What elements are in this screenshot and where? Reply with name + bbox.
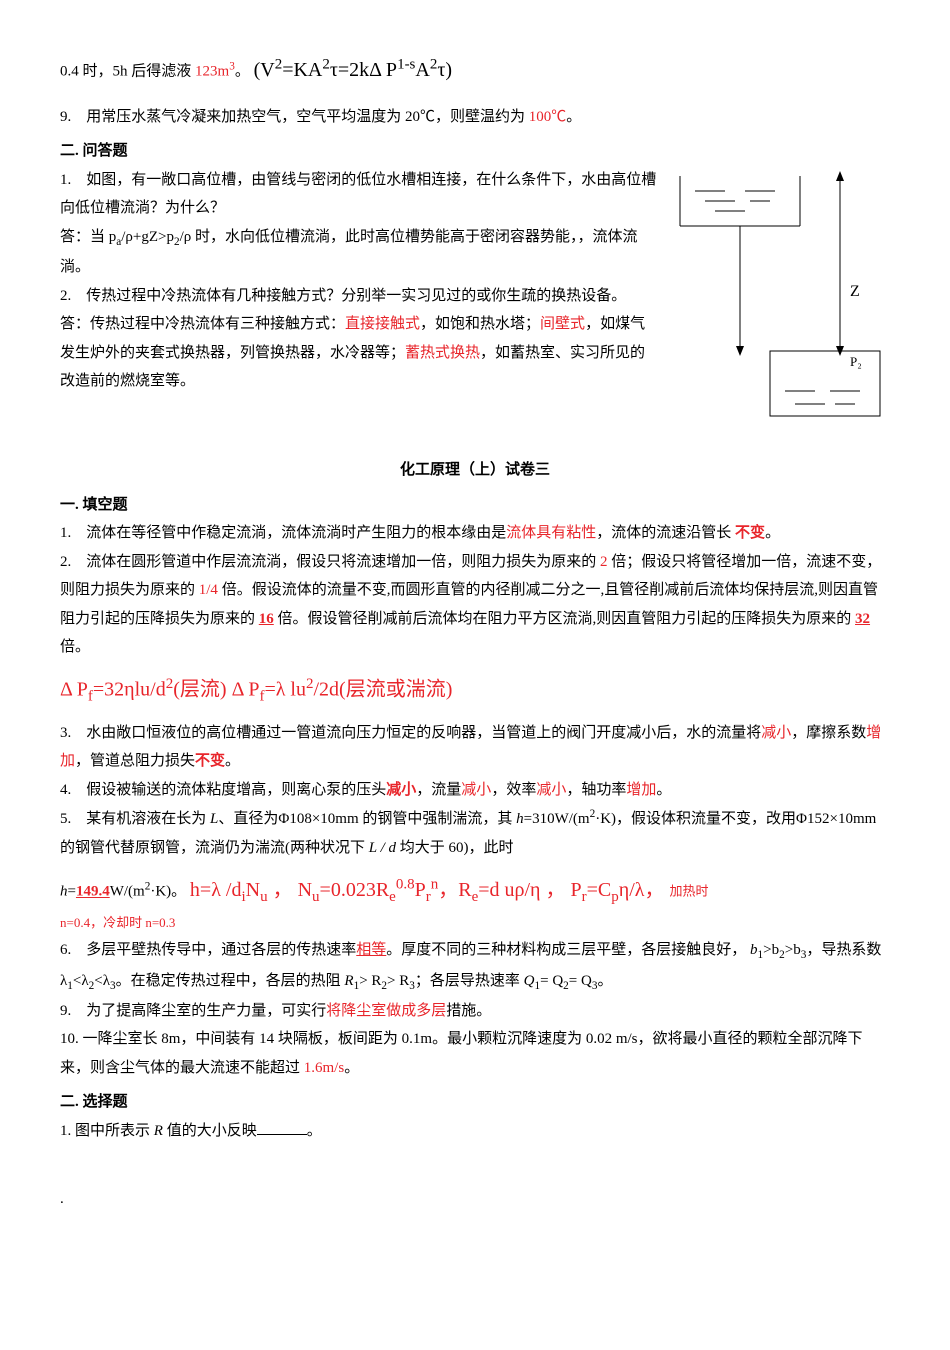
q9-line: 9. 用常压水蒸气冷凝来加热空气，空气平均温度为 20℃，则壁温约为 100℃。 [60,103,890,132]
paper3-title: 化工原理（上）试卷三 [60,456,890,485]
text: 9. 用常压水蒸气冷凝来加热空气，空气平均温度为 20℃，则壁温约为 [60,109,529,125]
val: 123m [195,64,229,80]
p3-q2: 2. 流体在圆形管道中作层流流淌，假设只将流速增加一倍，则阻力损失为原来的 2 … [60,548,890,662]
text: 0.4 时，5h 后得滤液 [60,64,195,80]
p3-q10: 10. 一降尘室长 8m，中间装有 14 块隔板，板间距为 0.1m。最小颗粒沉… [60,1025,890,1082]
top-residual-line: 0.4 时，5h 后得滤液 123m3。 (V2=KA2τ=2kΔ P1-sA2… [60,50,890,89]
val: 100℃ [529,109,567,125]
z-label: Z [850,283,860,300]
section-1-heading: 一. 填空题 [60,491,890,520]
diagram-svg: Z P₂ [670,166,890,426]
p3-note: n=0.4，冷却时 n=0.3 [60,911,890,936]
section-select-heading: 二. 选择题 [60,1088,890,1117]
tank-diagram: Z P₂ [670,166,890,437]
p3-q6: 6. 多层平壁热传导中，通过各层的传热速率相等。厚度不同的三种材料构成三层平壁，… [60,936,890,997]
p3-q5-result: h=149.4W/(m2·K)。 h=λ /diNu ， Nu=0.023Re0… [60,870,890,911]
formula: (V2=KA2τ=2kΔ P1-sA2τ) [254,59,452,81]
text: 。 [566,109,581,125]
formula-layer-flow: Δ Pf=32ηlu/d2(层流) Δ Pf=λ lu2/2d(层流或湍流) [60,670,890,711]
formula-nu: h=λ /diNu ， Nu=0.023Re0.8Prn，Re=d uρ/η ，… [190,879,670,901]
p3-q5: 5. 某有机溶液在长为 L、直径为Φ108×10mm 的钢管中强制湍流，其 h=… [60,804,890,862]
p3-q3: 3. 水由敞口恒液位的高位槽通过一管道流向压力恒定的反响器，当管道上的阀门开度减… [60,719,890,776]
text: 。 [235,64,250,80]
p3-q9: 9. 为了提高降尘室的生产力量，可实行将降尘室做成多层措施。 [60,997,890,1026]
section-2-heading: 二. 问答题 [60,137,890,166]
footer-dot: . [60,1185,890,1214]
p3-q4: 4. 假设被输送的流体粘度增高，则离心泵的压头减小，流量减小，效率减小，轴功率增… [60,776,890,805]
p2-label: P₂ [850,354,862,369]
sel-q1: 1. 图中所表示 R 值的大小反映。 [60,1117,890,1146]
blank-underline [257,1119,307,1135]
p3-q1: 1. 流体在等径管中作稳定流淌，流体流淌时产生阻力的根本缘由是流体具有粘性，流体… [60,519,890,548]
